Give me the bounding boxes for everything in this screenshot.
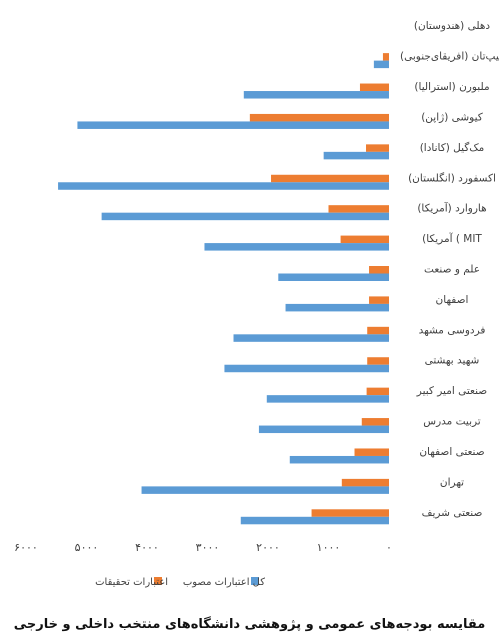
bar-research-9 bbox=[369, 296, 389, 304]
bar-total-2 bbox=[243, 91, 389, 99]
category-label: اصفهان bbox=[436, 294, 469, 306]
bar-total-3 bbox=[77, 121, 390, 129]
bar-research-14 bbox=[354, 448, 389, 456]
x-tick-label: ۴۰۰۰ bbox=[135, 541, 159, 554]
category-label: تربیت مدرس bbox=[423, 416, 481, 428]
legend-label: کل اعتبارات مصوب bbox=[183, 577, 265, 588]
bar-research-4 bbox=[366, 144, 389, 152]
bar-research-7 bbox=[340, 235, 389, 244]
category-label: مک‌گیل (کانادا) bbox=[420, 141, 485, 154]
category-label: هاروارد (آمریکا) bbox=[417, 202, 486, 215]
x-axis-tick-labels: ۶۰۰۰ ۵۰۰۰ ۴۰۰۰ ۳۰۰۰ ۲۰۰۰ ۱۰۰۰ ۰ bbox=[14, 541, 392, 554]
category-label: ملبورن (استرالیا) bbox=[414, 81, 489, 93]
category-label: اکسفورد (انگلستان) bbox=[408, 171, 496, 184]
bar-research-11 bbox=[367, 357, 389, 365]
bar-research-1 bbox=[382, 53, 389, 61]
category-labels: دهلی (هندوستان) کیپ‌تان (افریقای‌جنوبی) مل… bbox=[400, 20, 499, 519]
bar-research-3 bbox=[249, 113, 389, 122]
chart-caption: مقایسه بودجه‌های عمومی و پژوهشی دانشگاه‌… bbox=[13, 617, 486, 632]
bar-total-10 bbox=[233, 334, 389, 342]
bar-total-7 bbox=[204, 243, 389, 251]
bar-research-6 bbox=[328, 205, 389, 213]
category-label: کیوشی (ژاپن) bbox=[421, 111, 483, 123]
x-tick-label: ۰ bbox=[386, 541, 392, 554]
category-label: دهلی (هندوستان) bbox=[414, 20, 490, 32]
legend-swatch bbox=[251, 577, 259, 585]
bar-research-10 bbox=[367, 326, 389, 335]
legend-label: اعتبارات تحقیقات bbox=[95, 577, 168, 588]
category-label: فردوسی مشهد bbox=[419, 324, 486, 336]
category-label: MIT ) آمریکا) bbox=[422, 232, 482, 245]
bar-research-13 bbox=[361, 418, 389, 426]
bar-total-13 bbox=[258, 425, 389, 434]
x-tick-label: ۲۰۰۰ bbox=[256, 541, 280, 554]
bars bbox=[58, 53, 390, 525]
bar-total-4 bbox=[323, 151, 389, 160]
bar-research-15 bbox=[341, 478, 389, 487]
x-tick-label: ۵۰۰۰ bbox=[75, 541, 99, 554]
x-tick-label: ۶۰۰۰ bbox=[14, 541, 38, 554]
x-tick-label: ۱۰۰۰ bbox=[317, 541, 341, 554]
bar-research-5 bbox=[271, 174, 389, 183]
bar-total-8 bbox=[278, 273, 389, 281]
bar-total-5 bbox=[58, 182, 389, 190]
bar-research-8 bbox=[369, 266, 389, 274]
category-label: صنعتی اصفهان bbox=[419, 446, 484, 458]
bar-research-12 bbox=[366, 387, 389, 396]
bar-total-12 bbox=[266, 395, 389, 403]
bar-total-6 bbox=[101, 212, 389, 221]
category-label: شهید بهشتی bbox=[425, 355, 480, 367]
bar-research-2 bbox=[359, 83, 389, 92]
category-label: علم و صنعت bbox=[424, 264, 480, 276]
bar-total-16 bbox=[240, 516, 389, 525]
x-tick-label: ۳۰۰۰ bbox=[196, 541, 220, 554]
bar-total-9 bbox=[285, 303, 389, 312]
bar-total-1 bbox=[373, 60, 389, 69]
bar-research-16 bbox=[311, 509, 389, 517]
legend-swatch bbox=[154, 577, 162, 585]
category-label: صنعتی شریف bbox=[422, 507, 483, 519]
bar-total-15 bbox=[141, 486, 389, 494]
category-label: کیپ‌تان (افریقای‌جنوبی) bbox=[400, 51, 499, 63]
legend: کل اعتبارات مصوب اعتبارات تحقیقات bbox=[95, 577, 265, 588]
category-label: تهران bbox=[440, 476, 464, 488]
category-label: صنعتی امیر کبیر bbox=[416, 385, 487, 397]
bar-total-11 bbox=[224, 364, 389, 373]
bar-total-14 bbox=[289, 455, 389, 464]
